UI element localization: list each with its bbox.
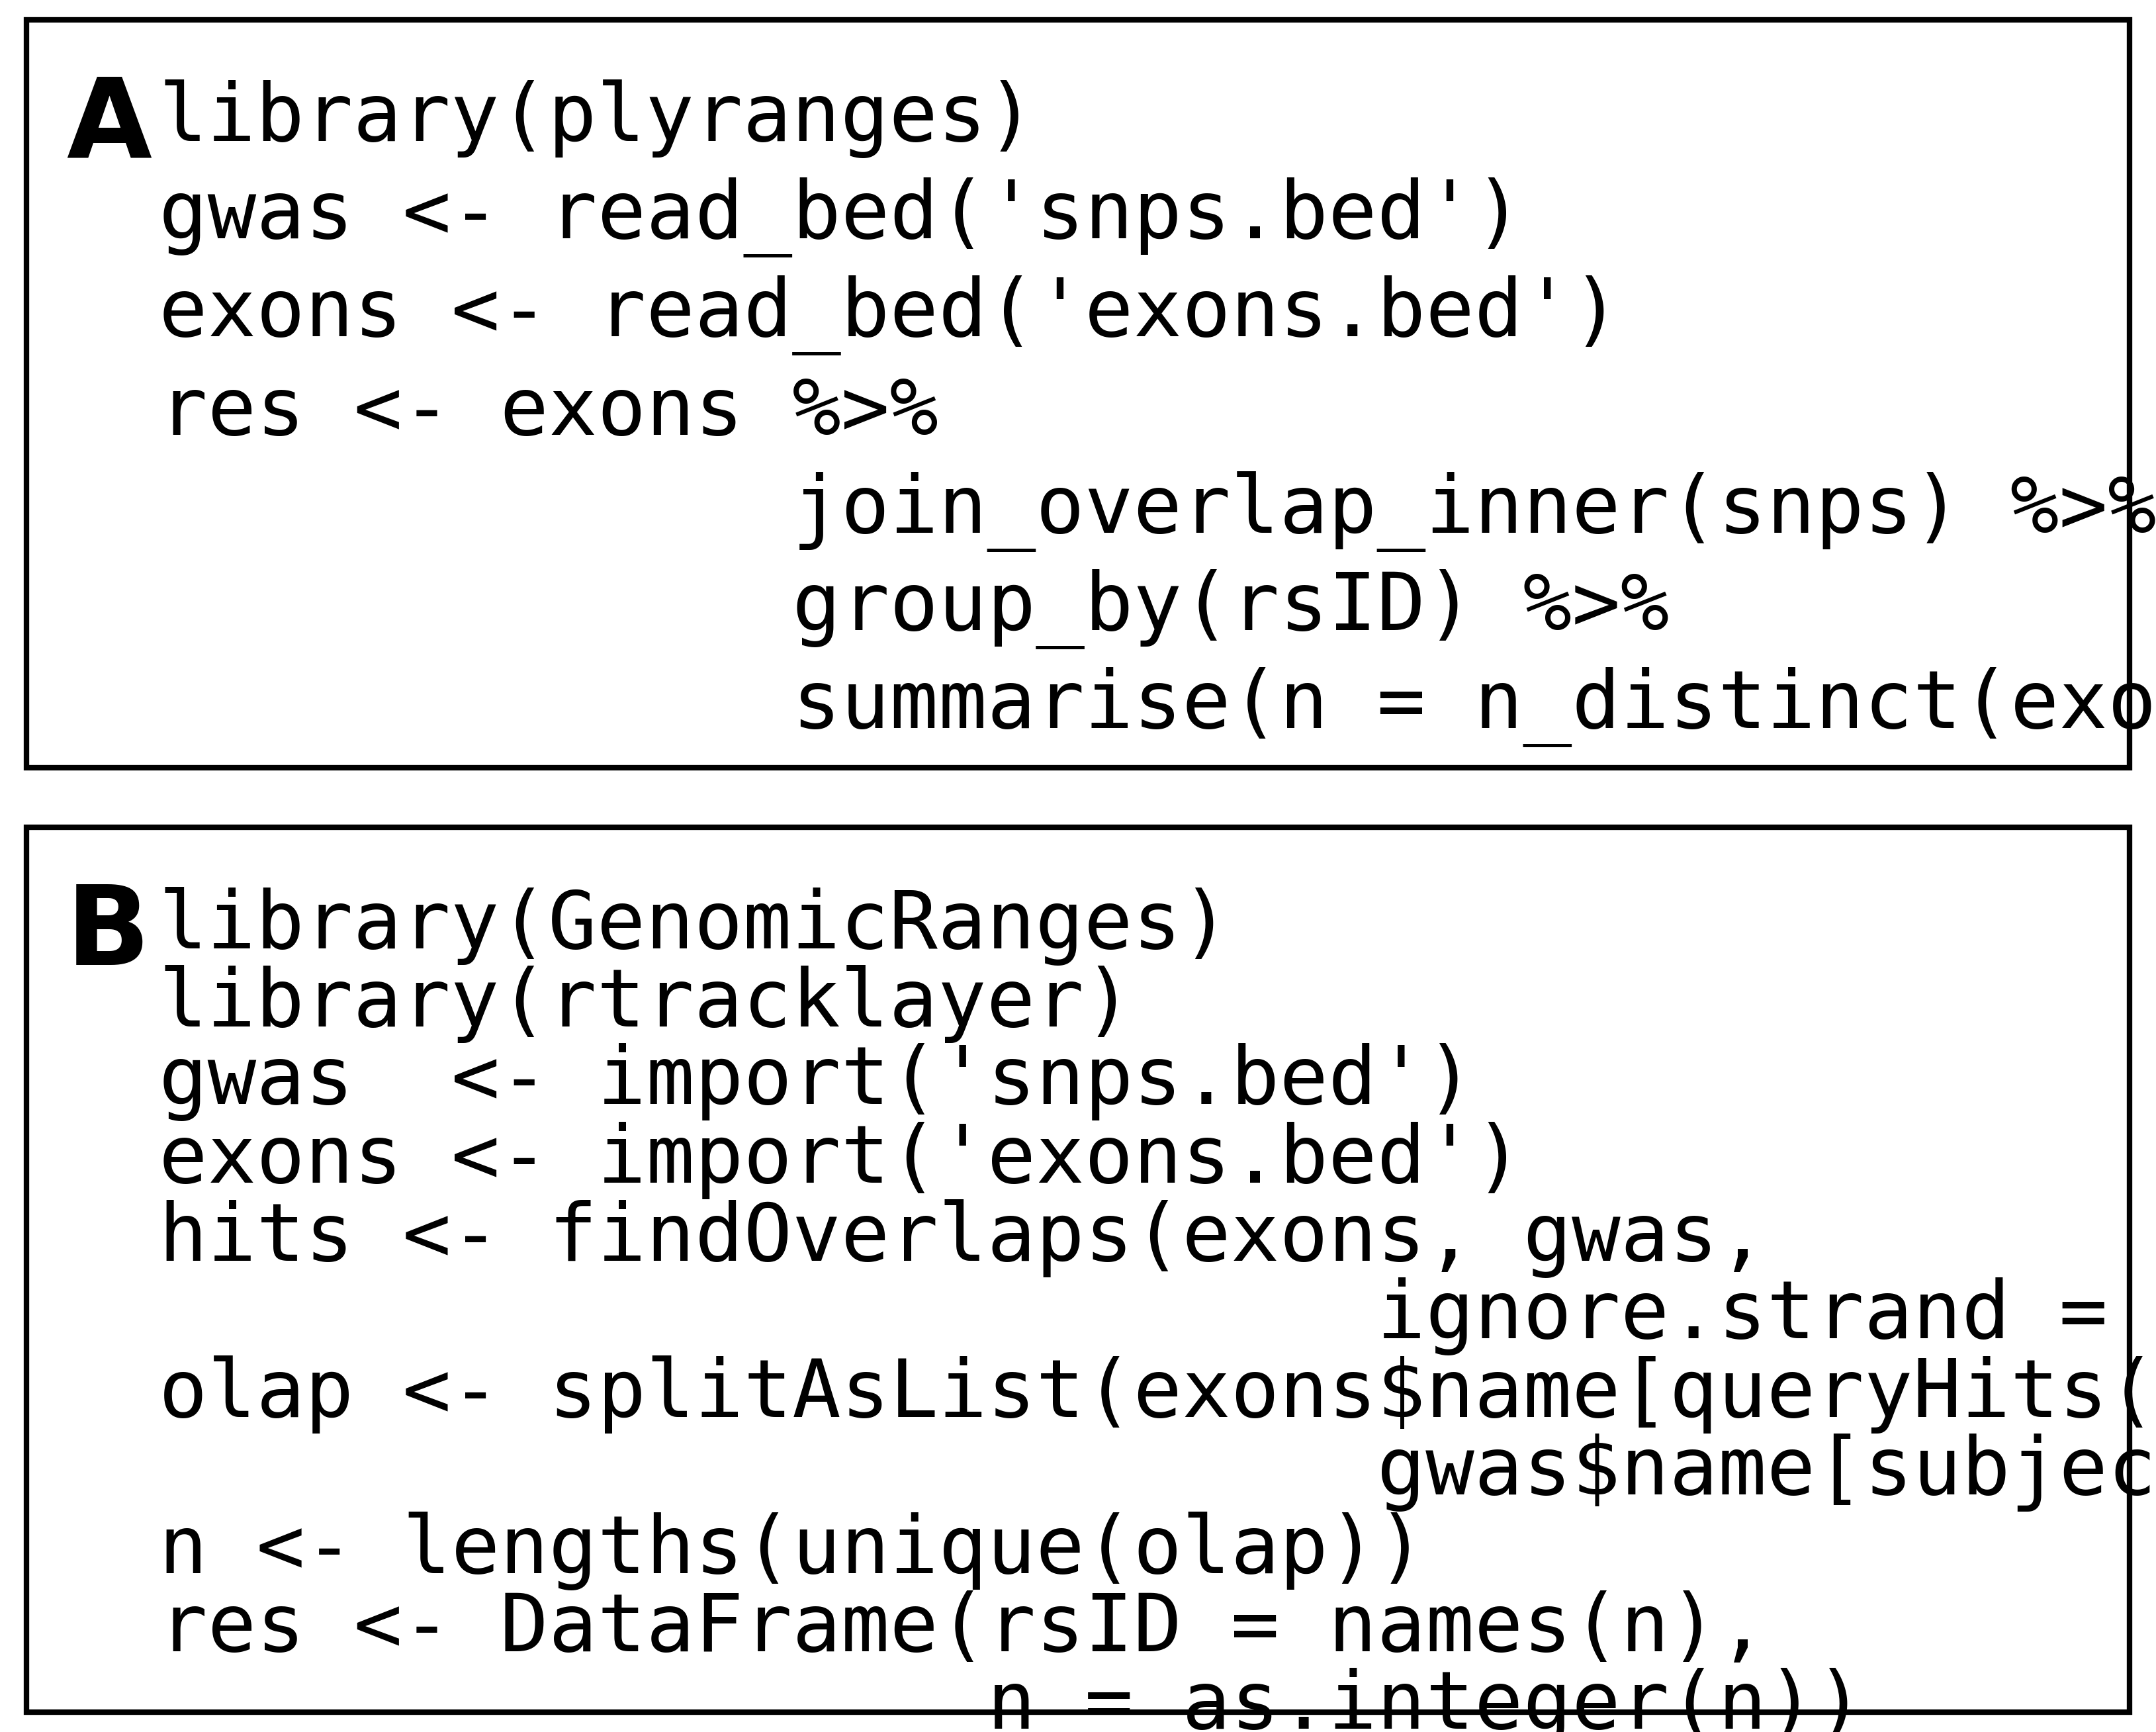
- Text: gwas  <- import('snps.bed'): gwas <- import('snps.bed'): [160, 1043, 1475, 1121]
- Text: exons <- import('exons.bed'): exons <- import('exons.bed'): [160, 1121, 1522, 1199]
- Text: exons <- read_bed('exons.bed'): exons <- read_bed('exons.bed'): [160, 275, 1621, 355]
- Text: hits <- findOverlaps(exons, gwas,: hits <- findOverlaps(exons, gwas,: [160, 1199, 1766, 1278]
- Text: join_overlap_inner(snps) %>%: join_overlap_inner(snps) %>%: [160, 471, 2156, 553]
- FancyBboxPatch shape: [26, 19, 2130, 767]
- Text: summarise(n = n_distinct(exonID)): summarise(n = n_distinct(exonID)): [160, 667, 2156, 746]
- Text: B: B: [67, 880, 151, 989]
- Text: group_by(rsID) %>%: group_by(rsID) %>%: [160, 570, 1669, 650]
- Text: res <- exons %>%: res <- exons %>%: [160, 374, 938, 452]
- Text: A: A: [67, 73, 151, 180]
- FancyBboxPatch shape: [26, 828, 2130, 1713]
- Text: library(GenomicRanges): library(GenomicRanges): [160, 887, 1231, 966]
- Text: res <- DataFrame(rsID = names(n),: res <- DataFrame(rsID = names(n),: [160, 1590, 1766, 1668]
- Text: olap <- splitAsList(exons$name[queryHits(hits)],: olap <- splitAsList(exons$name[queryHits…: [160, 1356, 2156, 1434]
- Text: gwas <- read_bed('snps.bed'): gwas <- read_bed('snps.bed'): [160, 177, 1522, 258]
- Text: gwas$name[subjectHits(hits)]): gwas$name[subjectHits(hits)]): [160, 1434, 2156, 1512]
- Text: library(rtracklayer): library(rtracklayer): [160, 965, 1134, 1043]
- Text: ignore.strand = FALSE): ignore.strand = FALSE): [160, 1276, 2156, 1356]
- Text: n <- lengths(unique(olap)): n <- lengths(unique(olap)): [160, 1512, 1425, 1590]
- Text: n = as.integer(n)): n = as.integer(n)): [160, 1668, 1865, 1732]
- Text: library(plyranges): library(plyranges): [160, 80, 1035, 158]
